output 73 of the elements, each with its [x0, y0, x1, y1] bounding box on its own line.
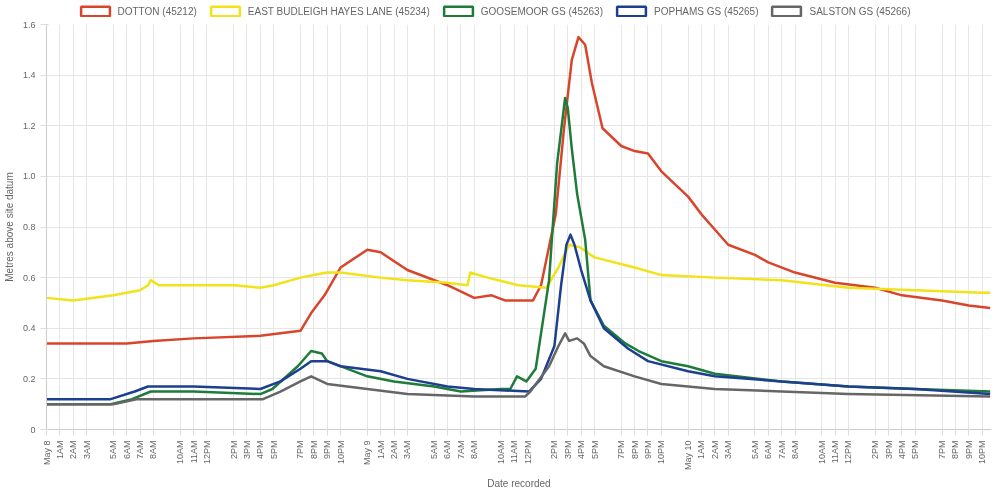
x-tick-label: 1AM: [375, 440, 386, 460]
y-tick-label: 0.2: [22, 373, 36, 384]
x-tick-label: 7AM: [455, 440, 466, 460]
x-tick-label: 8AM: [148, 440, 159, 460]
x-tick-label: 12PM: [201, 440, 212, 465]
x-tick-label: 8AM: [469, 440, 480, 460]
x-tick-label: 5AM: [108, 440, 119, 460]
x-tick-label: 8PM: [308, 440, 319, 460]
x-tick-label: 5AM: [429, 440, 440, 460]
legend-label: SALSTON GS (45266): [809, 5, 911, 17]
x-tick-label: 10AM: [175, 440, 186, 465]
x-tick-label: 10PM: [977, 440, 988, 465]
legend-label: EAST BUDLEIGH HAYES LANE (45234): [247, 5, 430, 17]
x-tick-label: 5PM: [910, 440, 921, 460]
x-tick-label: 9PM: [963, 440, 974, 460]
x-tick-label: May 9: [362, 440, 373, 466]
x-tick-label: 10PM: [335, 440, 346, 465]
y-tick-label: 1.0: [22, 171, 36, 182]
y-tick-label: 1.4: [22, 70, 36, 81]
x-tick-label: 7PM: [295, 440, 306, 460]
x-tick-label: 4PM: [576, 440, 587, 460]
x-tick-label: 2PM: [870, 440, 881, 460]
x-tick-label: 9PM: [642, 440, 653, 460]
x-tick-label: 3AM: [81, 440, 92, 460]
y-tick-label: 1.6: [22, 19, 36, 30]
x-tick-label: 8PM: [629, 440, 640, 460]
x-tick-label: 1AM: [54, 440, 65, 460]
x-tick-label: 12PM: [843, 440, 854, 465]
y-tick-label: 0: [30, 424, 36, 435]
x-tick-label: 3AM: [402, 440, 413, 460]
x-tick-label: 11AM: [830, 440, 841, 464]
x-tick-label: May 8: [41, 440, 52, 466]
x-tick-label: 7PM: [937, 440, 948, 460]
y-tick-label: 0.4: [22, 323, 36, 334]
x-tick-label: 8PM: [950, 440, 961, 460]
x-tick-label: 11AM: [188, 440, 199, 464]
x-tick-label: 4PM: [255, 440, 266, 460]
y-tick-label: 1.2: [22, 120, 36, 131]
x-tick-label: 11AM: [509, 440, 520, 464]
legend-label: DOTTON (45212): [117, 5, 197, 17]
x-tick-label: 3PM: [883, 440, 894, 460]
x-tick-label: 6AM: [763, 440, 774, 460]
x-tick-label: 1AM: [696, 440, 707, 460]
y-tick-label: 0.6: [22, 272, 36, 283]
x-tick-label: 7AM: [776, 440, 787, 460]
legend-label: POPHAMS GS (45265): [654, 5, 759, 17]
x-tick-label: 4PM: [896, 440, 907, 460]
x-tick-label: 7AM: [135, 440, 146, 460]
x-axis-title: Date recorded: [487, 478, 551, 490]
x-tick-label: 3AM: [723, 440, 734, 460]
x-tick-label: 10PM: [656, 440, 667, 465]
x-tick-label: 5PM: [589, 440, 600, 460]
x-tick-label: 10AM: [816, 440, 827, 465]
x-tick-label: 5PM: [268, 440, 279, 460]
x-tick-label: 10AM: [495, 440, 506, 465]
x-tick-label: 3PM: [242, 440, 252, 460]
x-tick-label: 7PM: [616, 440, 627, 460]
x-tick-label: 3PM: [562, 440, 573, 460]
x-tick-label: 2AM: [68, 440, 79, 460]
x-tick-label: 6AM: [121, 440, 132, 460]
x-tick-label: 2AM: [389, 440, 400, 460]
x-tick-label: 2PM: [549, 440, 560, 460]
x-tick-label: 2PM: [228, 440, 239, 460]
x-tick-label: 6AM: [442, 440, 453, 460]
x-tick-label: 2AM: [709, 440, 720, 460]
x-tick-label: 5AM: [749, 440, 760, 460]
y-axis-title: Metres above site datum: [3, 172, 15, 282]
y-tick-label: 0.8: [22, 222, 36, 232]
legend-label: GOOSEMOOR GS (45263): [480, 5, 604, 17]
x-tick-label: 9PM: [322, 440, 333, 460]
x-tick-label: 8AM: [790, 440, 801, 460]
x-tick-label: 12PM: [522, 440, 533, 465]
x-tick-label: May 10: [683, 440, 694, 471]
